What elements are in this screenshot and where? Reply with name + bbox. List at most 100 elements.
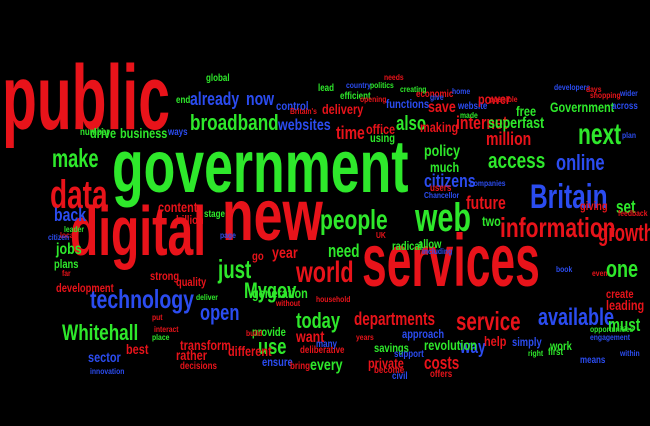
word-number: number xyxy=(80,127,110,138)
word-radical: radical xyxy=(392,239,423,253)
word-much: much xyxy=(430,159,460,175)
word-leading: leading xyxy=(606,297,645,313)
word-efficient: efficient xyxy=(340,91,371,102)
word-development: development xyxy=(56,281,114,295)
word-simply: simply xyxy=(512,335,542,349)
word-offers: offers xyxy=(430,369,453,380)
word-interact: interact xyxy=(154,325,179,334)
word-help: help xyxy=(484,333,507,349)
word-control: control xyxy=(276,99,309,113)
word-ensure: ensure xyxy=(262,355,293,369)
word-also: also xyxy=(396,113,427,135)
word-citizen: citizen xyxy=(48,233,70,242)
word-make: make xyxy=(52,143,99,173)
word-including: including xyxy=(422,247,453,256)
word-go: go xyxy=(252,249,264,263)
word-chancellor: Chancellor xyxy=(424,191,460,200)
word-now: now xyxy=(246,89,275,109)
word-set: set xyxy=(616,197,636,217)
word-jobs: jobs xyxy=(56,241,82,258)
word-provide: provide xyxy=(252,325,286,339)
word-shopping: shopping xyxy=(590,91,621,100)
word-time: time xyxy=(336,123,365,143)
word-world: world xyxy=(296,256,354,289)
word-become: become xyxy=(374,365,405,376)
word-place: place xyxy=(152,333,170,342)
word-household: household xyxy=(316,295,351,304)
word-just: just xyxy=(218,254,252,284)
word-generation: generation xyxy=(252,285,308,301)
word-local: local xyxy=(60,231,76,240)
word-users: users xyxy=(430,183,452,194)
word-build: build xyxy=(246,329,263,338)
word-uk: UK xyxy=(376,231,386,240)
word-approach: approach xyxy=(402,327,445,341)
word-year: year xyxy=(272,245,298,262)
word-companies: companies xyxy=(470,179,506,188)
word-stage: stage xyxy=(204,209,225,220)
word-economic: economic xyxy=(416,89,454,100)
word-save: save xyxy=(428,99,456,116)
word-office: office xyxy=(366,121,396,137)
word-one: one xyxy=(606,256,639,283)
word-giving: giving xyxy=(580,199,608,213)
word-internet: internet xyxy=(456,113,508,133)
word-superfast: superfast xyxy=(488,115,545,132)
word-support: support xyxy=(394,349,424,360)
word-country: country xyxy=(346,81,371,90)
word-allow: allow xyxy=(418,237,442,251)
word-britain: Britain xyxy=(530,178,608,216)
word-technology: technology xyxy=(90,284,195,314)
word-means: means xyxy=(580,355,606,366)
word-sector: sector xyxy=(88,349,121,365)
word-wider: wider xyxy=(620,89,638,98)
word-quality: quality xyxy=(176,275,207,289)
word-creating: creating xyxy=(400,85,427,94)
word-civil: civil xyxy=(392,371,408,382)
word-available: available xyxy=(538,304,615,331)
word-broadband: broadband xyxy=(190,110,279,135)
word-making: making xyxy=(420,119,459,135)
word-developers: developers xyxy=(554,83,590,92)
word-whitehall: Whitehall xyxy=(62,320,139,345)
word-rather: rather xyxy=(176,347,207,363)
word-deliver: deliver xyxy=(196,293,218,302)
word-next: next xyxy=(578,118,622,151)
word-days: days xyxy=(586,85,602,94)
word-need: need xyxy=(328,241,360,261)
word-power: power xyxy=(478,91,511,107)
word-costs: costs xyxy=(424,353,460,373)
word-plans: plans xyxy=(54,257,79,271)
word-within: within xyxy=(620,349,640,358)
word-open: open xyxy=(200,300,240,325)
word-mygov: Mygov xyxy=(244,278,297,303)
word-already: already xyxy=(190,89,240,109)
word-growth: growth xyxy=(598,220,650,247)
word-billion: billion xyxy=(176,213,204,227)
word-million: million xyxy=(486,129,532,149)
word-use: use xyxy=(258,334,287,359)
word-many: many xyxy=(316,339,337,350)
word-different: different xyxy=(228,343,272,359)
word-want: want xyxy=(296,329,325,346)
word-home: home xyxy=(452,87,471,96)
word-deliberative: deliberative xyxy=(300,345,345,356)
word-without: without xyxy=(276,299,301,308)
word-best: best xyxy=(126,341,149,357)
word-page: page xyxy=(220,231,236,240)
word-savings: savings xyxy=(374,341,409,355)
word-give: give xyxy=(430,93,444,102)
word-content: content xyxy=(158,199,198,215)
word-first: first xyxy=(548,347,564,358)
word-decisions: decisions xyxy=(180,361,217,372)
word-online: online xyxy=(556,150,605,175)
word-people: people xyxy=(320,204,388,235)
word-needs: needs xyxy=(384,73,404,82)
word-access: access xyxy=(488,148,546,173)
word-engagement: engagement xyxy=(590,333,631,342)
word-must: must xyxy=(608,315,641,335)
word-strong: strong xyxy=(150,269,180,283)
word-create: create xyxy=(606,287,634,301)
word-opportunities: opportunities xyxy=(590,325,634,334)
word-using: using xyxy=(370,131,395,145)
